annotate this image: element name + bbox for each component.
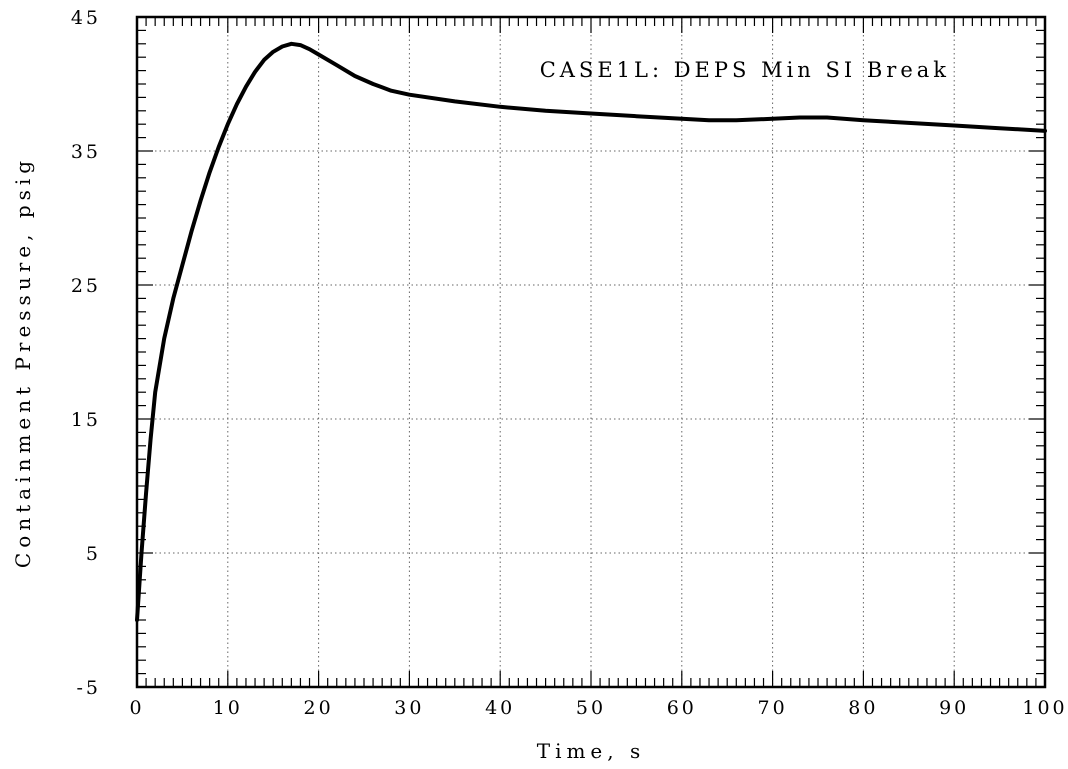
y-axis-title: Containment Pressure, psig <box>11 156 35 568</box>
x-tick-labels: 0 10 20 30 40 50 60 70 80 90 100 <box>129 697 1067 719</box>
x-tick-label: 90 <box>939 697 969 719</box>
chart-annotation: CASE1L: DEPS Min SI Break <box>540 58 950 82</box>
y-tick-labels: -5 5 15 25 35 45 <box>71 7 101 699</box>
series-layer <box>135 41 1047 622</box>
x-tick-label: 10 <box>213 697 243 719</box>
x-axis-title: Time, s <box>537 739 646 763</box>
x-tick-label: 60 <box>667 697 697 719</box>
y-tick-label: 35 <box>71 141 101 163</box>
y-tick-label: 25 <box>71 275 101 297</box>
x-tick-label: 70 <box>758 697 788 719</box>
x-tick-label: 30 <box>394 697 424 719</box>
x-tick-label: 0 <box>129 697 144 719</box>
x-tick-label: 40 <box>485 697 515 719</box>
x-tick-label: 80 <box>848 697 878 719</box>
grid-lines <box>137 17 1045 687</box>
x-tick-label: 20 <box>304 697 334 719</box>
x-tick-label: 50 <box>576 697 606 719</box>
plot-frame <box>135 15 1047 689</box>
y-tick-label: 15 <box>71 409 101 431</box>
x-tick-label: 100 <box>1022 697 1067 719</box>
y-tick-label: 45 <box>71 7 101 29</box>
y-tick-label: 5 <box>86 543 101 565</box>
minor-ticks <box>136 16 1046 688</box>
pressure-series-line <box>135 41 1047 622</box>
y-tick-label: -5 <box>76 677 101 699</box>
